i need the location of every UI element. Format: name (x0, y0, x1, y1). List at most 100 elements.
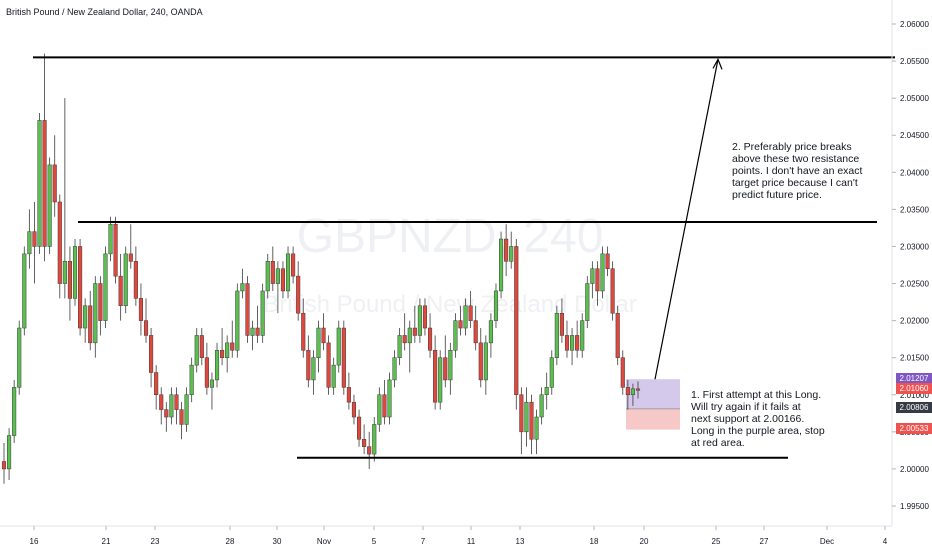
candle (397, 328, 402, 366)
watermark-name: British Pound / New Zealand Dollar (263, 291, 637, 318)
candle (62, 98, 67, 299)
candle (270, 246, 275, 291)
candle-body (438, 357, 443, 403)
candle-body (600, 253, 605, 292)
candle-body (534, 416, 539, 440)
time-tick-label: Nov (317, 537, 331, 546)
candle-body (422, 305, 428, 329)
candle (291, 246, 296, 284)
candle (514, 239, 519, 410)
candle-body (118, 275, 123, 307)
time-tick-label: 23 (151, 537, 160, 546)
candle (199, 328, 204, 366)
candle-body (524, 401, 529, 433)
candle-body (387, 379, 392, 418)
candle-body (301, 312, 306, 351)
candle (128, 224, 133, 269)
candle-body (306, 350, 311, 381)
candle (356, 409, 362, 447)
candle-body (488, 320, 493, 344)
candle-body (280, 268, 286, 292)
price-tick-label: 2.05000 (900, 94, 929, 103)
price-tick-label: 2.05500 (900, 57, 929, 66)
candle (189, 357, 194, 403)
candle (214, 342, 220, 388)
target-arrow-head (712, 57, 723, 70)
candle (138, 283, 143, 336)
candle-body (356, 416, 362, 440)
candle (72, 239, 78, 306)
candle-body (194, 335, 199, 366)
price-tick-label: 2.04500 (900, 131, 929, 140)
candle-body (164, 409, 169, 418)
candle (52, 135, 57, 217)
candle-body (514, 246, 519, 396)
candle (83, 298, 88, 343)
candle (169, 387, 174, 425)
candle-body (625, 387, 630, 396)
candle-body (585, 283, 590, 321)
candle (103, 246, 108, 329)
time-tick-label: 25 (712, 537, 721, 546)
candle (311, 350, 316, 395)
candle (42, 53, 47, 262)
candle-body (427, 327, 433, 351)
candle-body (103, 253, 108, 321)
candle (27, 209, 32, 269)
candle-body (458, 320, 463, 329)
candle-body (630, 388, 635, 396)
candle-body (605, 253, 610, 269)
candle (438, 350, 443, 410)
candle-body (260, 290, 265, 336)
time-tick-label: 20 (640, 537, 649, 546)
candle-body (265, 261, 270, 292)
candle (539, 387, 544, 425)
price-tick-label: 2.02500 (900, 280, 929, 289)
candle (336, 320, 341, 373)
candle (367, 431, 372, 469)
candle-body (1, 461, 7, 470)
time-tick-label: 18 (590, 537, 599, 546)
candle (285, 246, 291, 299)
candle (7, 428, 12, 481)
candle-body (255, 327, 260, 336)
candle-body (402, 335, 407, 344)
candle-body (57, 201, 62, 284)
candle (275, 261, 280, 314)
candle (382, 379, 387, 425)
candle (473, 305, 478, 351)
candle (448, 342, 453, 395)
candle-body (417, 305, 422, 336)
candle (159, 387, 164, 425)
price-tick-label: 2.06000 (900, 20, 929, 29)
candle (98, 276, 103, 336)
time-tick-label: 21 (102, 537, 111, 546)
candle-body (509, 246, 514, 262)
candle (377, 387, 382, 432)
candle-body (331, 364, 336, 388)
candle-body (311, 357, 316, 381)
candle (478, 328, 483, 388)
candle (108, 216, 113, 262)
candle-body (78, 246, 83, 329)
candle (463, 298, 468, 336)
candle (600, 246, 605, 299)
candle (362, 424, 367, 455)
candle (316, 320, 321, 373)
candle-body (351, 401, 357, 418)
candle (499, 231, 504, 299)
candle-body (174, 394, 179, 410)
time-tick-label: 28 (226, 537, 235, 546)
candle (453, 313, 458, 358)
candle-body (22, 253, 27, 329)
candle (306, 335, 311, 388)
candle (468, 290, 473, 329)
position-zones (626, 379, 680, 430)
candle-body (209, 379, 215, 388)
candle (331, 357, 336, 395)
candle-body (519, 394, 524, 433)
candle-body (453, 320, 458, 351)
chart-title: British Pound / New Zealand Dollar, 240,… (6, 7, 203, 17)
candle-body (504, 238, 509, 262)
